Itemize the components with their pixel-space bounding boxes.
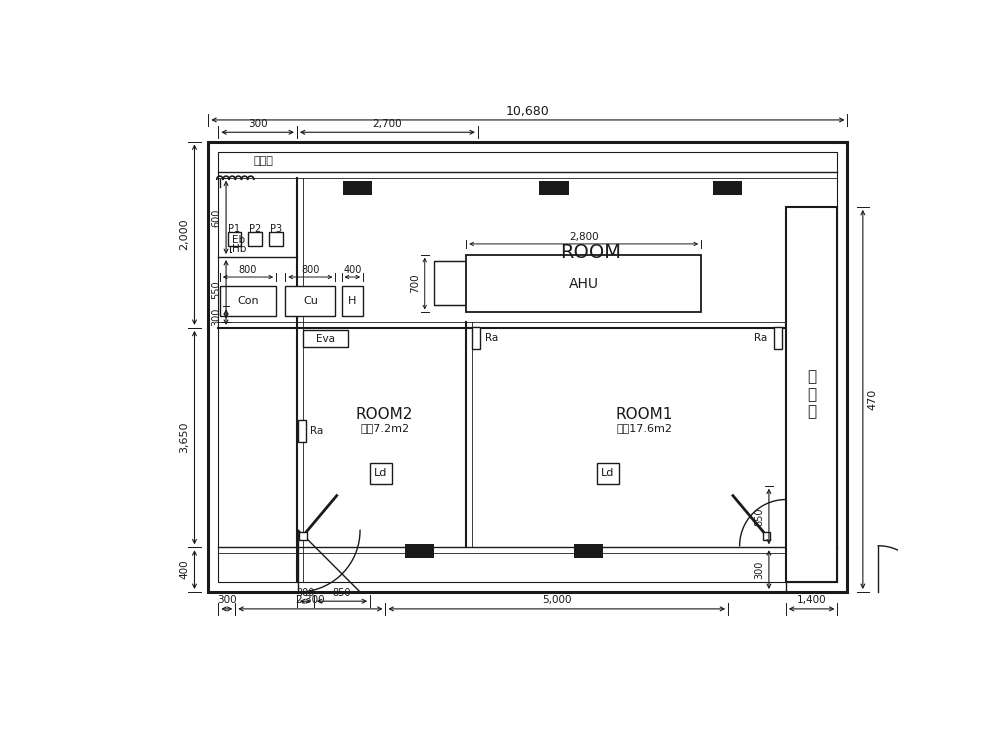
Text: Ld: Ld	[601, 469, 615, 478]
Bar	[228, 232, 241, 246]
Text: Ra: Ra	[485, 333, 498, 343]
Bar	[220, 286, 276, 315]
Bar	[248, 232, 262, 246]
Text: 面积7.2m2: 面积7.2m2	[360, 423, 409, 434]
Bar	[574, 544, 603, 558]
Text: 850: 850	[333, 588, 351, 598]
Bar	[208, 142, 847, 592]
Text: H: H	[348, 296, 357, 306]
Bar	[539, 181, 569, 195]
Text: 电加热: 电加热	[254, 155, 274, 166]
Text: 300: 300	[211, 308, 221, 326]
Bar	[713, 181, 742, 195]
Text: 300: 300	[754, 561, 764, 579]
Text: 2,800: 2,800	[569, 232, 599, 242]
Text: 400: 400	[343, 265, 362, 275]
Text: 2,700: 2,700	[373, 119, 402, 128]
Text: 700: 700	[410, 274, 420, 293]
Bar	[299, 532, 307, 539]
Text: Ld: Ld	[374, 469, 388, 478]
Text: 控
制
合: 控 制 合	[807, 369, 816, 419]
Text: Con: Con	[237, 296, 259, 306]
Bar	[786, 207, 837, 582]
Text: 800: 800	[239, 265, 257, 275]
Bar	[298, 420, 306, 442]
Bar	[370, 463, 392, 484]
Text: 10,680: 10,680	[506, 105, 550, 118]
Text: Ra: Ra	[754, 333, 767, 343]
Bar	[434, 261, 466, 304]
Text: 470: 470	[868, 389, 878, 410]
Text: 面积17.6m2: 面积17.6m2	[617, 423, 673, 434]
Bar	[472, 327, 480, 349]
Text: 800: 800	[301, 265, 320, 275]
Text: 550: 550	[211, 280, 221, 299]
Text: 300: 300	[217, 596, 237, 605]
Text: ROOM: ROOM	[560, 243, 621, 262]
Text: P2: P2	[249, 223, 261, 234]
Text: 600: 600	[211, 208, 221, 226]
Bar	[303, 330, 348, 347]
Text: 5,000: 5,000	[542, 596, 572, 605]
Bar	[597, 463, 619, 484]
Text: Eva: Eva	[316, 334, 335, 344]
Text: ROOM2: ROOM2	[356, 407, 413, 422]
Text: 2,000: 2,000	[179, 219, 189, 250]
Bar	[343, 181, 372, 195]
Text: Cu: Cu	[303, 296, 318, 306]
Text: 300: 300	[296, 588, 315, 598]
Bar	[466, 255, 701, 312]
Text: 2,300: 2,300	[296, 596, 325, 605]
Bar	[269, 232, 283, 246]
Text: 300: 300	[248, 119, 267, 128]
Bar	[405, 544, 434, 558]
Bar	[285, 286, 335, 315]
Text: Ra: Ra	[310, 426, 323, 436]
Text: P3: P3	[270, 223, 282, 234]
Bar	[763, 532, 770, 539]
Text: P1: P1	[228, 223, 241, 234]
Bar	[218, 152, 837, 582]
Text: AHU: AHU	[569, 277, 599, 291]
Text: Hb: Hb	[232, 245, 247, 254]
Text: ROOM1: ROOM1	[616, 407, 673, 422]
Bar	[342, 286, 363, 315]
Text: 1,400: 1,400	[797, 596, 826, 605]
Text: 850: 850	[754, 507, 764, 526]
Text: 400: 400	[179, 560, 189, 580]
Text: Eb: Eb	[232, 235, 245, 245]
Bar	[774, 327, 782, 349]
Text: 3,650: 3,650	[179, 422, 189, 453]
